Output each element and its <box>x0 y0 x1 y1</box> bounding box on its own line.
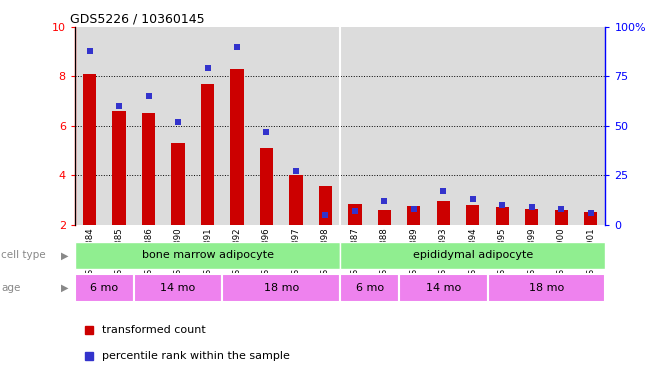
FancyBboxPatch shape <box>488 274 605 302</box>
Bar <box>260 148 273 225</box>
FancyBboxPatch shape <box>340 242 605 269</box>
FancyBboxPatch shape <box>75 242 340 269</box>
Bar <box>399 27 428 225</box>
Bar <box>163 27 193 225</box>
Text: 6 mo: 6 mo <box>355 283 383 293</box>
Bar <box>495 207 509 225</box>
Bar <box>289 175 303 225</box>
Bar <box>488 27 517 225</box>
Bar <box>576 27 605 225</box>
FancyBboxPatch shape <box>75 274 134 302</box>
Bar <box>546 27 576 225</box>
Bar <box>75 27 104 225</box>
Bar <box>222 27 252 225</box>
FancyBboxPatch shape <box>222 274 340 302</box>
Bar <box>83 74 96 225</box>
Text: 14 mo: 14 mo <box>160 283 196 293</box>
Bar <box>348 204 361 225</box>
Bar <box>142 113 155 225</box>
Text: cell type: cell type <box>1 250 46 260</box>
Bar <box>319 186 332 225</box>
Bar <box>311 27 340 225</box>
Bar <box>458 27 488 225</box>
Bar <box>193 27 222 225</box>
FancyBboxPatch shape <box>134 274 222 302</box>
FancyBboxPatch shape <box>399 274 488 302</box>
Text: 18 mo: 18 mo <box>529 283 564 293</box>
Text: 18 mo: 18 mo <box>264 283 299 293</box>
Bar <box>281 27 311 225</box>
Bar <box>517 27 546 225</box>
Bar <box>466 205 479 225</box>
Bar <box>230 69 243 225</box>
Bar <box>555 210 568 225</box>
Bar <box>134 27 163 225</box>
Text: transformed count: transformed count <box>102 324 206 334</box>
Bar <box>428 27 458 225</box>
Bar <box>201 84 214 225</box>
Bar <box>525 209 538 225</box>
Bar <box>370 27 399 225</box>
Bar <box>584 212 598 225</box>
Text: ▶: ▶ <box>61 250 68 260</box>
Bar <box>252 27 281 225</box>
Bar <box>171 143 185 225</box>
Text: GDS5226 / 10360145: GDS5226 / 10360145 <box>70 13 204 26</box>
Bar <box>340 27 370 225</box>
Bar <box>113 111 126 225</box>
FancyBboxPatch shape <box>340 274 399 302</box>
Text: ▶: ▶ <box>61 283 68 293</box>
Text: epididymal adipocyte: epididymal adipocyte <box>413 250 533 260</box>
Text: 14 mo: 14 mo <box>426 283 461 293</box>
Bar <box>408 206 421 225</box>
Bar <box>437 201 450 225</box>
Bar <box>104 27 134 225</box>
Bar <box>378 210 391 225</box>
Text: 6 mo: 6 mo <box>90 283 118 293</box>
Text: age: age <box>1 283 21 293</box>
Text: percentile rank within the sample: percentile rank within the sample <box>102 351 290 361</box>
Text: bone marrow adipocyte: bone marrow adipocyte <box>141 250 273 260</box>
